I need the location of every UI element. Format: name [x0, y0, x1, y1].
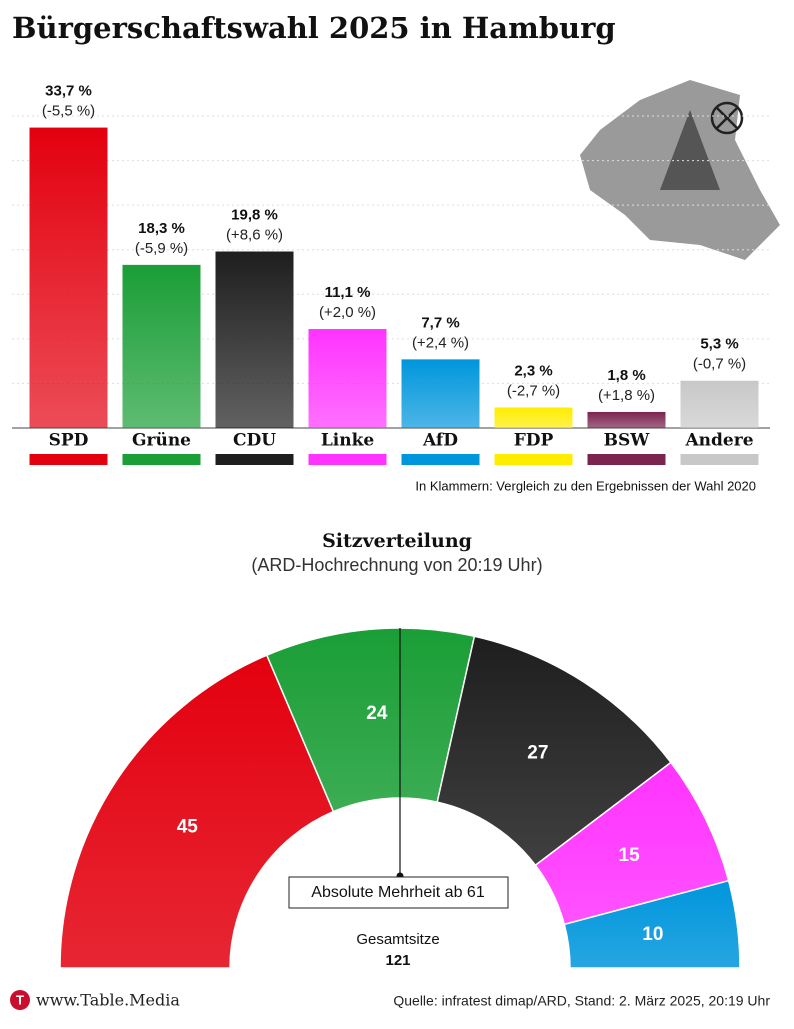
seat-segment — [563, 879, 741, 969]
seat-label: 24 — [366, 703, 388, 724]
value-label: 1,8 % — [607, 367, 645, 384]
seat-label: 10 — [642, 924, 663, 945]
category-label: Andere — [684, 431, 753, 451]
bar — [122, 264, 201, 428]
seat-label: 27 — [527, 742, 548, 763]
title: Bürgerschaftswahl 2025 in Hamburg — [12, 11, 616, 45]
brand: www.Table.Media — [36, 991, 180, 1010]
change-label: (+2,0 %) — [319, 304, 376, 321]
seat-label: 45 — [177, 816, 199, 837]
seat-segment — [59, 654, 335, 969]
annotation-box — [288, 876, 509, 909]
bar — [215, 251, 294, 428]
change-label: (+2,4 %) — [412, 334, 469, 351]
category-label: AfD — [422, 431, 458, 451]
source: Quelle: infratest dimap/ARD, Stand: 2. M… — [393, 993, 770, 1009]
bar — [308, 329, 387, 428]
change-label: (-5,5 %) — [42, 103, 95, 120]
legend-swatch — [308, 454, 387, 465]
change-label: (-5,9 %) — [135, 240, 188, 257]
change-label: (+1,8 %) — [598, 387, 655, 404]
legend-swatch — [587, 454, 666, 465]
value-label: 19,8 % — [231, 206, 278, 223]
bar — [680, 380, 759, 428]
change-label: (-0,7 %) — [693, 356, 746, 373]
category-label: Linke — [321, 431, 375, 451]
value-label: 5,3 % — [700, 336, 738, 353]
value-label: 18,3 % — [138, 220, 185, 237]
donut-title: Sitzverteilung — [322, 530, 472, 552]
category-label: CDU — [233, 431, 276, 451]
bar — [587, 411, 666, 428]
bar — [401, 359, 480, 428]
total: 121 — [385, 952, 410, 969]
change-label: (+8,6 %) — [226, 226, 283, 243]
legend-swatch — [401, 454, 480, 465]
seat-segment — [436, 635, 672, 867]
value-label: 7,7 % — [421, 314, 459, 331]
annotation: Absolute Mehrheit ab 61 — [311, 884, 485, 901]
bar — [494, 407, 573, 428]
logo — [10, 990, 30, 1010]
category-label: SPD — [49, 431, 89, 451]
seat-label: 15 — [619, 845, 641, 866]
footnote: In Klammern: Vergleich zu den Ergebnisse… — [415, 478, 756, 493]
total-label: Gesamtsitze — [356, 931, 439, 948]
map-image — [580, 80, 780, 260]
donut-subtitle: (ARD-Hochrechnung von 20:19 Uhr) — [251, 555, 542, 575]
logo-letter: T — [16, 992, 24, 1007]
value-label: 2,3 % — [514, 362, 552, 379]
change-label: (-2,7 %) — [507, 382, 560, 399]
legend-swatch — [494, 454, 573, 465]
bar — [29, 127, 108, 429]
category-label: Grüne — [132, 431, 191, 451]
legend-swatch — [29, 454, 108, 465]
legend-swatch — [122, 454, 201, 465]
legend-swatch — [680, 454, 759, 465]
category-label: FDP — [514, 431, 554, 451]
category-label: BSW — [604, 431, 651, 451]
value-label: 11,1 % — [325, 284, 371, 301]
value-label: 33,7 % — [45, 83, 92, 100]
legend-swatch — [215, 454, 294, 465]
